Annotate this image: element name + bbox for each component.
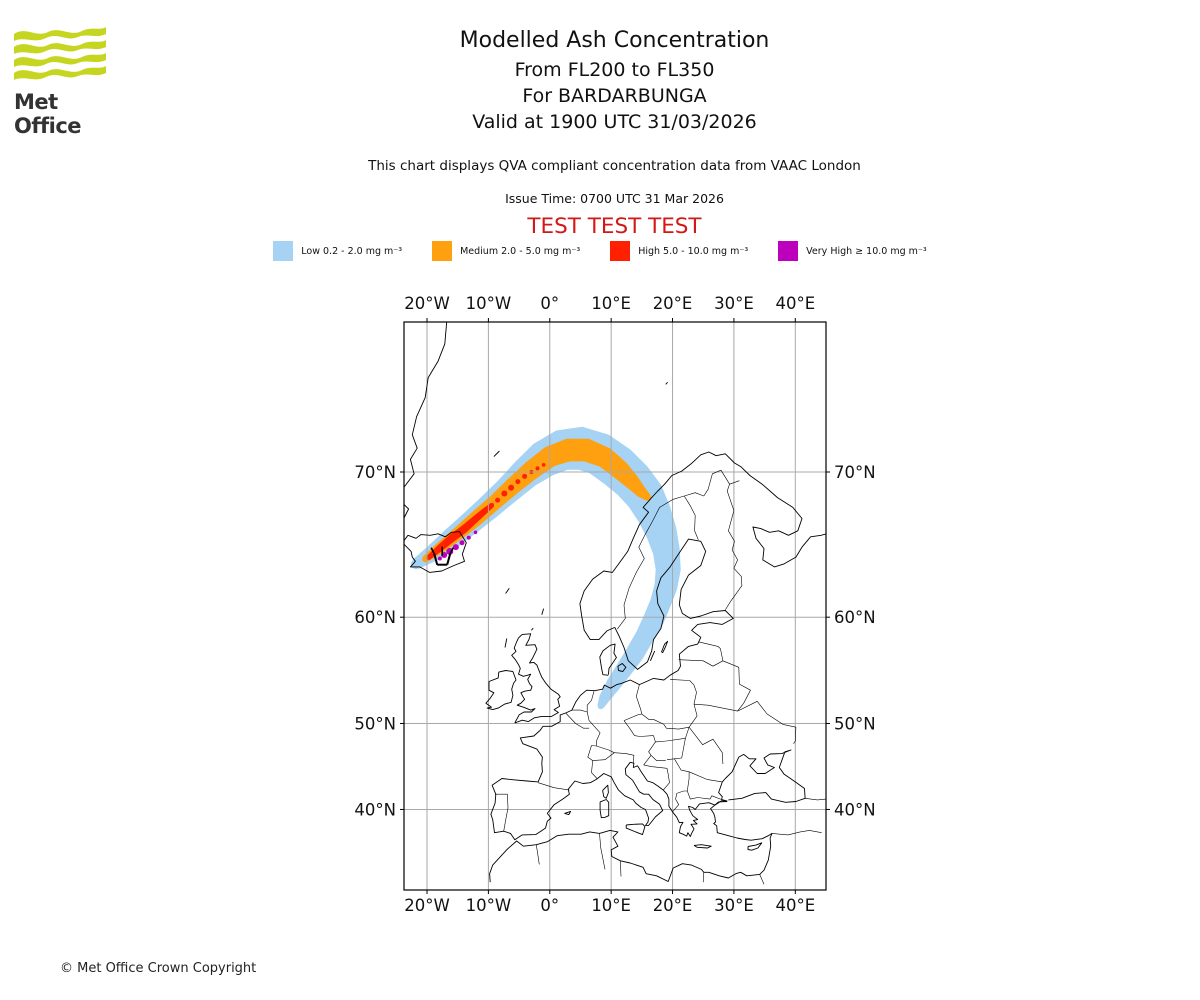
graticule (404, 322, 826, 890)
lon-label-bottom-5: 30°E (714, 896, 754, 915)
issue-time: Issue Time: 0700 UTC 31 Mar 2026 (505, 191, 724, 206)
lon-label-bottom-3: 10°E (591, 896, 631, 915)
lat-label-left-0: 70°N (354, 463, 396, 482)
lon-label-bottom-1: 10°W (466, 896, 512, 915)
lat-label-left-2: 50°N (354, 714, 396, 733)
lon-label-top-4: 20°E (653, 294, 693, 313)
lon-label-top-3: 10°E (591, 294, 631, 313)
met-office-logo-text: Met Office (14, 90, 82, 138)
plume-high-dots (495, 463, 546, 503)
lat-label-right-0: 70°N (834, 463, 876, 482)
lon-label-top-5: 30°E (714, 294, 754, 313)
map-frame (403, 321, 827, 891)
lon-label-top-0: 20°W (404, 294, 450, 313)
ash-map: 20°W 20°W 10°W 10°W 0° 0° 10°E 10°E 20°E 20°E 30°E… (354, 294, 876, 915)
lon-label-bottom-4: 20°E (653, 896, 693, 915)
lon-label-bottom-2: 0° (540, 896, 559, 915)
copyright-notice: © Met Office Crown Copyright (60, 961, 257, 976)
chart-subtitle-flight-levels: From FL200 to FL350 (514, 59, 715, 81)
country-borders (495, 469, 826, 885)
coastlines (404, 322, 826, 883)
title-block: Modelled Ash Concentration From FL200 to… (29, 30, 1200, 139)
met-office-logo: Met Office (14, 24, 124, 138)
lon-label-top-2: 0° (540, 294, 559, 313)
legend-label-very-high: Very High ≥ 10.0 mg m⁻³ (806, 245, 927, 257)
legend-swatch-medium (432, 241, 453, 261)
lat-label-right-3: 40°N (834, 800, 876, 819)
legend: Low 0.2 - 2.0 mg m⁻³ Medium 2.0 - 5.0 mg … (0, 241, 1200, 261)
map-content (404, 322, 826, 890)
chart-subtitle-volcano: For BARDARBUNGA (522, 85, 707, 107)
axis-ticks (400, 318, 830, 894)
lat-label-right-2: 50°N (834, 714, 876, 733)
legend-item-low: Low 0.2 - 2.0 mg m⁻³ (273, 241, 402, 261)
chart-subtitle-valid-time: Valid at 1900 UTC 31/03/2026 (472, 111, 757, 133)
lon-label-top-1: 10°W (466, 294, 512, 313)
lat-label-right-1: 60°N (834, 608, 876, 627)
lon-label-bottom-0: 20°W (404, 896, 450, 915)
legend-swatch-high (610, 241, 631, 261)
qva-compliance-note: This chart displays QVA compliant concen… (368, 158, 861, 174)
legend-label-high: High 5.0 - 10.0 mg m⁻³ (638, 245, 749, 257)
volcano-symbol (430, 546, 454, 566)
test-banner: TEST TEST TEST (527, 214, 702, 239)
chart-title: Modelled Ash Concentration (459, 28, 770, 53)
lat-label-left-3: 40°N (354, 800, 396, 819)
lon-label-bottom-6: 40°E (775, 896, 815, 915)
legend-item-very-high: Very High ≥ 10.0 mg m⁻³ (778, 241, 927, 261)
plume-band-high (426, 503, 495, 560)
legend-item-high: High 5.0 - 10.0 mg m⁻³ (610, 241, 748, 261)
lat-label-left-1: 60°N (354, 608, 396, 627)
legend-swatch-low (273, 241, 294, 261)
lon-label-top-6: 40°E (775, 294, 815, 313)
legend-label-low: Low 0.2 - 2.0 mg m⁻³ (301, 245, 403, 257)
legend-label-medium: Medium 2.0 - 5.0 mg m⁻³ (460, 245, 581, 257)
legend-swatch-very-high (778, 241, 799, 261)
legend-item-medium: Medium 2.0 - 5.0 mg m⁻³ (432, 241, 580, 261)
met-office-logo-waves (14, 27, 106, 80)
